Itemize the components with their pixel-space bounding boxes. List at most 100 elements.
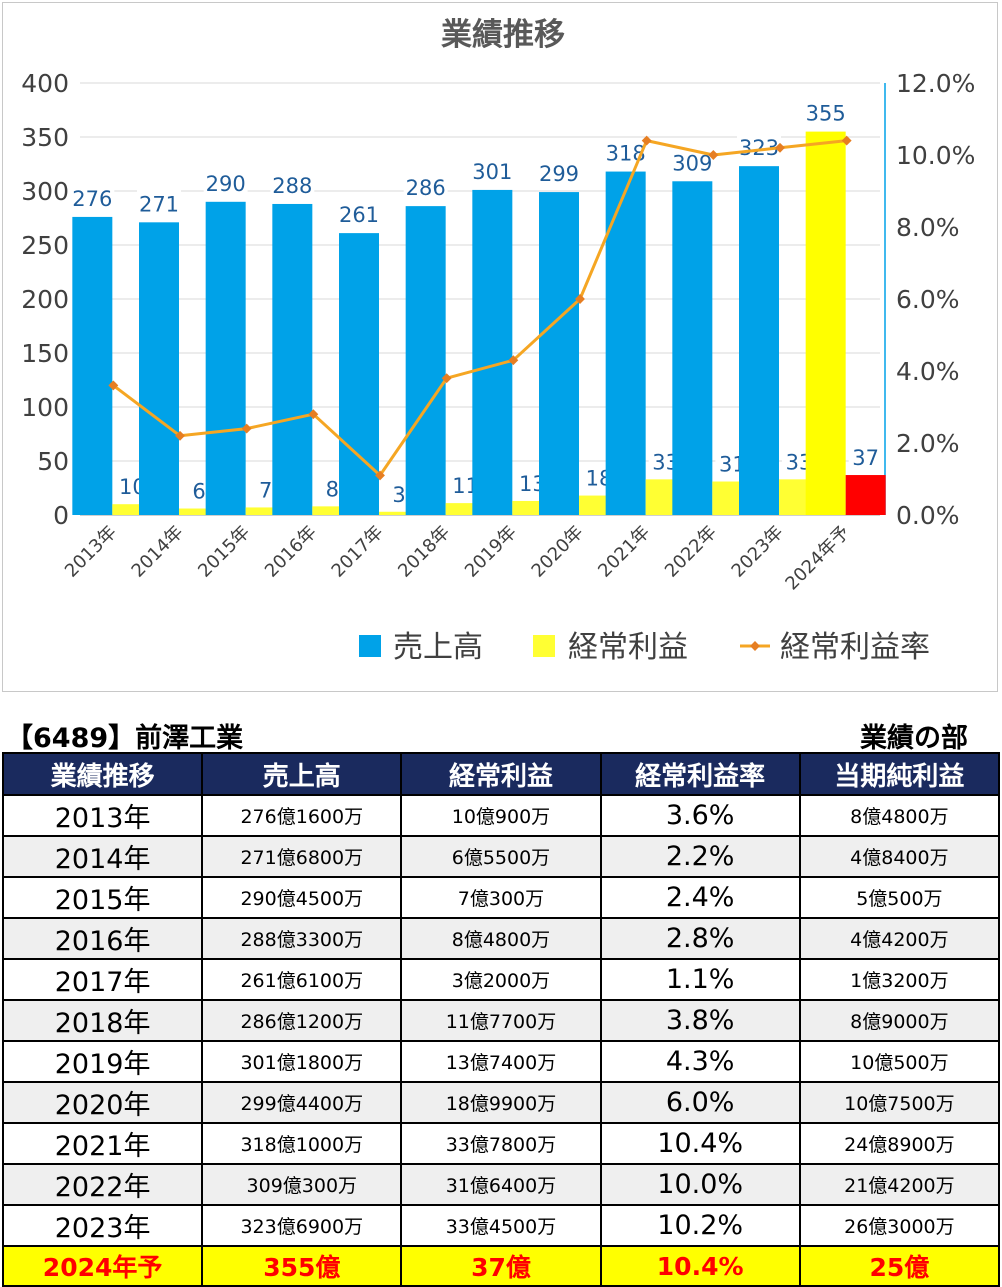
- x-axis-category-label: 2024年予: [782, 522, 855, 595]
- right-axis-tick-label: 6.0%: [896, 285, 960, 314]
- legend-label-sales: 売上高: [393, 630, 483, 665]
- profit-rate-point: [508, 355, 519, 366]
- table-header-row: 業績推移 売上高 経常利益 経常利益率 当期純利益: [1, 752, 1001, 796]
- left-axis-tick-label: 350: [21, 123, 69, 152]
- sales-bar: [605, 171, 646, 515]
- right-axis-tick-label: 2.0%: [896, 429, 960, 458]
- cell-net-income: 24億8900万: [798, 1122, 1001, 1165]
- sales-bar: [405, 206, 446, 515]
- col-header-ordinary-profit: 経常利益: [400, 752, 602, 796]
- right-axis-tick-label: 8.0%: [896, 213, 960, 242]
- profit-rate-point: [641, 135, 652, 146]
- profit-rate-point: [775, 142, 785, 153]
- ordinary-profit-data-label: 6: [192, 480, 205, 504]
- cell-ordinary-profit: 11億7700万: [400, 999, 602, 1042]
- ordinary-profit-bar: [312, 506, 353, 515]
- profit-rate-point: [441, 373, 452, 384]
- ordinary-profit-bar: [245, 507, 286, 515]
- cell-sales: 299億4400万: [201, 1081, 403, 1124]
- cell-profit-rate: 10.0%: [599, 1163, 801, 1206]
- cell-profit-rate: 10.2%: [599, 1204, 801, 1247]
- cell-ordinary-profit: 37億: [400, 1245, 602, 1287]
- cell-net-income: 26億3000万: [798, 1204, 1001, 1247]
- sales-data-label: 286: [406, 176, 446, 200]
- sales-bar: [672, 181, 713, 515]
- sales-data-label: 271: [139, 192, 179, 216]
- sales-data-label: 290: [206, 172, 246, 196]
- sales-data-label: 261: [339, 203, 379, 227]
- x-axis-category-label: 2022年: [661, 522, 721, 582]
- ordinary-profit-bar: [445, 503, 486, 515]
- sales-data-label-bg: [803, 99, 848, 127]
- sales-data-label-bg: [537, 160, 581, 188]
- cell-year: 2016年: [1, 917, 204, 960]
- company-title: 【6489】前澤工業: [6, 723, 244, 754]
- cell-ordinary-profit: 33億7800万: [400, 1122, 602, 1165]
- right-axis-tick-label: 12.0%: [896, 69, 975, 98]
- col-header-profit-rate: 経常利益率: [599, 752, 801, 796]
- sales-bar: [205, 201, 246, 516]
- cell-year: 2019年: [1, 1040, 204, 1083]
- cell-sales: 290億4500万: [201, 876, 403, 919]
- left-axis-tick-label: 250: [21, 231, 69, 260]
- cell-year: 2013年: [1, 794, 204, 837]
- cell-ordinary-profit: 10億900万: [400, 794, 602, 837]
- sales-bar: [272, 203, 313, 515]
- cell-net-income: 10億7500万: [798, 1081, 1001, 1124]
- cell-sales: 288億3300万: [201, 917, 403, 960]
- profit-rate-point: [708, 150, 719, 160]
- cell-year: 2021年: [1, 1122, 204, 1165]
- sales-bar: [339, 233, 379, 515]
- x-axis-category-label: 2017年: [328, 522, 388, 582]
- table-row-forecast: 2024年予 355億 37億 10.4% 25億: [1, 1245, 1001, 1287]
- cell-sales: 261億6100万: [201, 958, 403, 1001]
- cell-ordinary-profit: 13億7400万: [400, 1040, 602, 1083]
- sales-bar: [72, 216, 113, 516]
- ordinary-profit-bar: [379, 511, 419, 515]
- cell-year: 2018年: [1, 999, 204, 1042]
- sales-data-label: 301: [472, 160, 512, 184]
- performance-chart: 業績推移 0 50 100 150 200 250 300 350 400 0.0% 2.0% 4.0%…: [21, 17, 975, 665]
- ordinary-profit-data-label: 7: [259, 478, 272, 502]
- legend-label-profit-rate: 経常利益率: [780, 630, 930, 665]
- left-axis-tick-label: 150: [21, 339, 69, 368]
- cell-profit-rate: 3.8%: [599, 999, 801, 1042]
- x-axis-category-label: 2023年: [728, 522, 788, 582]
- table-row: 2022年 309億300万 31億6400万 10.0% 21億4200万: [1, 1163, 1001, 1206]
- x-axis-category-label: 2019年: [461, 522, 521, 582]
- right-axis-tick-label: 0.0%: [896, 501, 960, 530]
- ordinary-profit-bar: [112, 504, 153, 515]
- profit-rate-point: [175, 430, 185, 441]
- sales-data-label: 355: [806, 102, 846, 126]
- col-header-period: 業績推移: [1, 752, 204, 796]
- table-row: 2016年 288億3300万 8億4800万 2.8% 4億4200万: [1, 917, 1001, 960]
- cell-net-income: 5億500万: [798, 876, 1001, 919]
- cell-profit-rate: 1.1%: [599, 958, 801, 1001]
- sales-data-label-bg: [70, 184, 115, 212]
- cell-sales: 355億: [201, 1245, 403, 1287]
- ordinary-profit-bar: [845, 475, 886, 515]
- profit-rate-line: [112, 139, 847, 477]
- col-header-sales: 売上高: [201, 752, 403, 796]
- cell-ordinary-profit: 6億5500万: [400, 835, 602, 878]
- cell-sales: 276億1600万: [201, 794, 403, 837]
- cell-net-income: 21億4200万: [798, 1163, 1001, 1206]
- cell-year: 2024年予: [1, 1245, 204, 1287]
- sales-data-label: 299: [539, 162, 579, 186]
- profit-rate-point: [841, 135, 852, 146]
- sales-data-label-bg: [470, 157, 515, 185]
- cell-sales: 318億1000万: [201, 1122, 403, 1165]
- x-axis-category-label: 2013年: [61, 522, 121, 582]
- legend-label-ordinary-profit: 経常利益: [568, 630, 688, 665]
- sales-data-label: 309: [672, 151, 712, 175]
- x-axis-category-label: 2020年: [528, 522, 588, 582]
- cell-profit-rate: 6.0%: [599, 1081, 801, 1124]
- x-axis-category-label: 2016年: [261, 522, 321, 582]
- profit-rate-point: [308, 409, 319, 420]
- chart-title: 業績推移: [441, 17, 565, 53]
- x-axis-category-label: 2014年: [128, 522, 188, 582]
- sales-data-label: 276: [72, 187, 112, 211]
- sales-data-label: 288: [272, 174, 312, 198]
- section-label: 業績の部: [860, 723, 968, 754]
- x-axis-category-label: 2018年: [394, 522, 454, 582]
